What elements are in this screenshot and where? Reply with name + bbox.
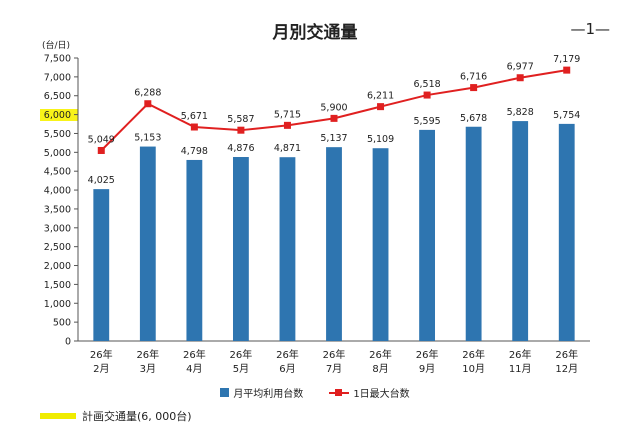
x-tick-label-year: 26年: [369, 348, 392, 361]
bar-11: [558, 123, 575, 341]
bar-value-label: 5,595: [413, 116, 440, 127]
bar-value-label: 5,153: [134, 133, 161, 144]
y-tick-label: 7,500: [44, 54, 71, 65]
bar-value-label: 5,678: [460, 113, 487, 124]
x-tick-label-year: 26年: [230, 348, 253, 361]
x-tick-label-year: 26年: [416, 348, 439, 361]
x-tick-label-year: 26年: [136, 348, 159, 361]
plan-traffic-note: 計画交通量(6, 000台): [40, 408, 192, 424]
line-value-label: 5,587: [227, 114, 254, 125]
bar-6: [326, 147, 342, 341]
x-tick-label-month: 3月: [140, 363, 156, 375]
legend-bar-swatch: [220, 388, 230, 397]
line-point-9: [470, 84, 478, 92]
bar-7: [372, 148, 389, 341]
bar-value-label: 4,798: [181, 146, 208, 157]
y-tick-label: 1,500: [44, 280, 71, 291]
x-tick-label-month: 2月: [93, 363, 109, 375]
line-point-6: [330, 114, 338, 122]
legend-item-line: 1日最大台数: [329, 385, 410, 400]
bar-value-label: 5,137: [320, 133, 347, 144]
y-tick-label: 6,000: [44, 110, 71, 121]
legend-line-swatch: [329, 388, 350, 396]
x-tick-label-month: 8月: [372, 363, 388, 375]
line-point-1: [97, 146, 105, 154]
plan-highlight-marker: [40, 108, 78, 121]
line-value-label: 6,288: [134, 88, 161, 99]
chart-legend: 月平均利用台数 1日最大台数: [0, 385, 630, 400]
line-value-label: 6,716: [460, 72, 487, 83]
line-value-label: 7,179: [553, 54, 580, 65]
plan-swatch: [40, 413, 76, 419]
page-number: —1—: [570, 20, 610, 38]
x-tick-label-year: 26年: [555, 348, 578, 361]
bar-value-label: 4,876: [227, 143, 254, 154]
line-point-10: [516, 74, 524, 82]
x-tick-label-year: 26年: [276, 348, 299, 361]
x-tick-label-month: 12月: [555, 363, 578, 375]
y-tick-label: 3,500: [44, 204, 71, 215]
x-tick-label-year: 26年: [90, 348, 113, 361]
bar-9: [465, 126, 482, 342]
legend-bar-label: 月平均利用台数: [233, 389, 304, 400]
line-point-3: [190, 123, 198, 131]
y-tick-label: 1,000: [44, 299, 71, 310]
y-tick-label: 5,500: [44, 129, 71, 140]
legend-item-bar: 月平均利用台数: [220, 385, 303, 400]
line-value-label: 6,977: [507, 62, 534, 73]
bar-5: [279, 157, 296, 341]
line-value-label: 5,900: [320, 102, 347, 113]
y-tick-label: 0: [65, 337, 71, 348]
x-tick-label-year: 26年: [183, 348, 206, 361]
y-tick-label: 6,500: [44, 91, 71, 102]
legend-line-label: 1日最大台数: [353, 389, 410, 400]
chart-area: 0 500 1,000 1,500 2,000 2,500 3,000 3,500 4,000 4…: [44, 54, 590, 375]
line-point-11: [563, 66, 571, 74]
y-tick-label: 4,000: [44, 186, 71, 197]
x-tick-label-year: 26年: [462, 348, 485, 361]
y-tick-label: 5,000: [44, 148, 71, 159]
line-point-2: [144, 100, 152, 108]
line-point-5: [283, 121, 291, 129]
bar-2: [139, 146, 156, 341]
x-tick-label-year: 26年: [509, 348, 532, 361]
line-value-label: 6,211: [367, 91, 394, 102]
x-tick-label-year: 26年: [323, 348, 346, 361]
bar-value-label: 4,871: [274, 143, 301, 154]
x-tick-label-month: 7月: [326, 363, 342, 375]
y-tick-label: 4,500: [44, 167, 71, 178]
bar-10: [512, 121, 529, 341]
bar-1: [93, 189, 110, 341]
y-tick-label: 7,000: [44, 72, 71, 83]
bar-value-label: 5,828: [507, 107, 534, 118]
line-value-label: 5,715: [274, 109, 301, 120]
y-tick-label: 2,000: [44, 261, 71, 272]
bar-value-label: 5,754: [553, 110, 580, 121]
x-tick-label-month: 6月: [279, 363, 295, 375]
y-tick-label: 3,000: [44, 223, 71, 234]
line-point-8: [423, 91, 431, 99]
bar-4: [232, 157, 249, 341]
line-value-label: 5,671: [181, 111, 208, 122]
line-point-4: [237, 126, 245, 134]
x-tick-label-month: 4月: [186, 363, 202, 375]
plan-traffic-label: 計画交通量(6, 000台): [82, 410, 192, 423]
y-tick-label: 2,500: [44, 242, 71, 253]
line-point-7: [377, 103, 385, 111]
x-tick-label-month: 9月: [419, 363, 435, 375]
line-value-label: 5,049: [88, 134, 115, 145]
y-axis-unit: (台/日): [42, 41, 71, 51]
x-tick-label-month: 5月: [233, 363, 249, 375]
bar-8: [419, 129, 436, 341]
y-tick-label: 500: [53, 318, 71, 329]
line-value-label: 6,518: [413, 79, 440, 90]
bar-value-label: 5,109: [367, 134, 394, 145]
x-tick-label-month: 10月: [462, 363, 485, 375]
bar-value-label: 4,025: [88, 175, 115, 186]
chart-title: 月別交通量: [272, 23, 358, 43]
bar-3: [186, 159, 203, 341]
x-tick-label-month: 11月: [509, 363, 532, 375]
